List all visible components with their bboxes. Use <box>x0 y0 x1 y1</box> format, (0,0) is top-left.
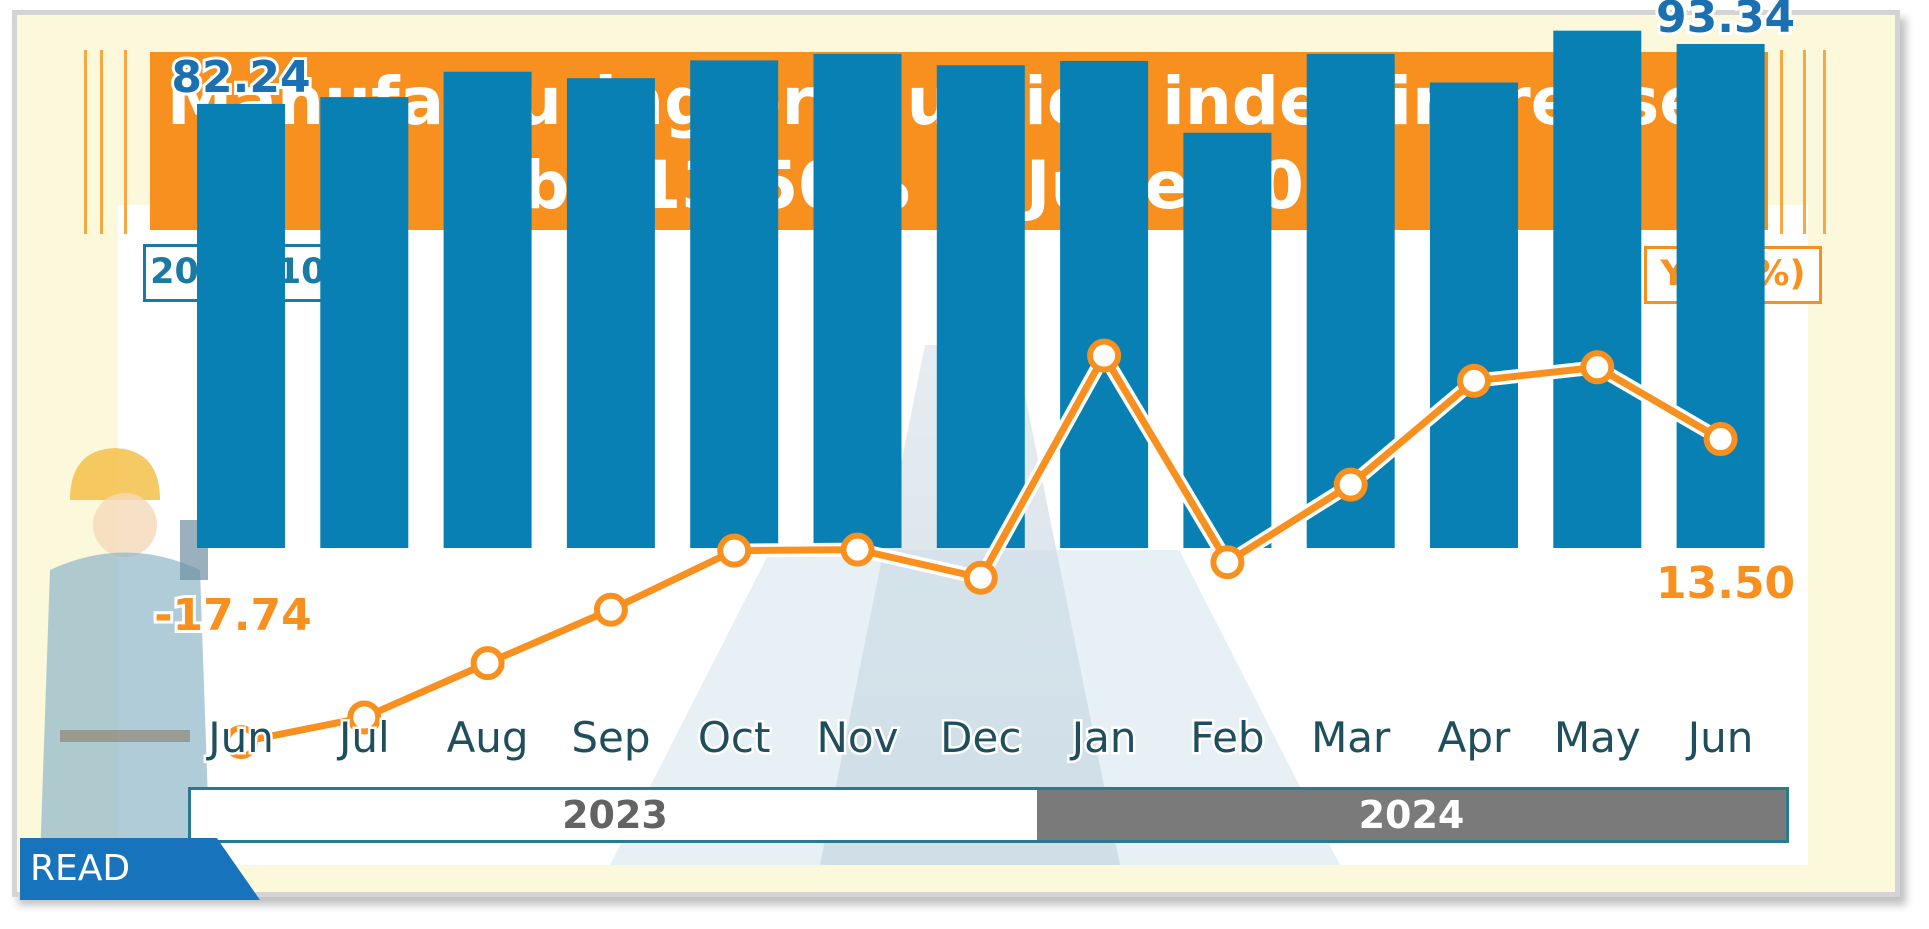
decor-stripe <box>1823 50 1826 234</box>
last-index-label: 93.34 <box>1656 0 1795 43</box>
yoy-point <box>963 560 998 595</box>
month-tick-label: Apr <box>1438 713 1511 762</box>
read-label[interactable]: READ <box>30 848 131 889</box>
first-index-label: 82.24 <box>171 52 310 103</box>
bar <box>1676 43 1765 549</box>
month-tick-label: Jun <box>1685 713 1754 762</box>
month-tick-label: Jun <box>205 713 274 762</box>
yoy-point <box>1210 545 1245 580</box>
bar <box>690 60 779 548</box>
bar <box>1430 82 1518 549</box>
bar <box>1060 60 1149 549</box>
month-tick-label: Jul <box>336 713 390 762</box>
bar <box>813 53 902 549</box>
decor-stripe <box>100 50 103 234</box>
decor-stripe <box>1780 50 1783 234</box>
year-band-2023: 2023 <box>188 787 1042 843</box>
bar <box>443 71 532 548</box>
month-tick-label: Nov <box>817 713 899 762</box>
bar <box>1553 30 1642 549</box>
yoy-point <box>224 725 258 760</box>
month-tick-label: Aug <box>447 713 529 762</box>
bar <box>566 78 655 548</box>
decor-stripe <box>124 50 127 234</box>
yoy-point <box>1580 350 1615 385</box>
yoy-point <box>840 532 875 567</box>
year-band-2024: 2024 <box>1037 787 1789 843</box>
first-yoy-label: -17.74 <box>154 590 311 641</box>
yoy-point <box>593 592 628 627</box>
last-yoy-label: 13.50 <box>1656 558 1795 609</box>
read-tag[interactable] <box>20 838 260 900</box>
decor-stripe <box>84 50 87 234</box>
month-tick-label: Feb <box>1190 713 1264 762</box>
bar <box>320 97 409 548</box>
yoy-point <box>717 533 752 568</box>
yoy-point <box>1087 338 1122 373</box>
month-tick-label: Sep <box>571 713 650 762</box>
month-tick-label: Oct <box>698 713 771 762</box>
bar <box>936 65 1025 549</box>
month-tick-label: Jan <box>1069 713 1137 762</box>
month-tick-label: May <box>1554 713 1641 762</box>
yoy-point <box>1703 422 1738 457</box>
month-tick-label: Dec <box>940 713 1021 762</box>
month-tick-label: Mar <box>1311 713 1391 762</box>
bar <box>1183 132 1272 549</box>
bar <box>197 103 285 549</box>
decor-stripe <box>1803 50 1806 234</box>
worker-illustration <box>40 448 210 860</box>
yoy-point <box>347 700 382 735</box>
yoy-point <box>1333 467 1368 502</box>
yoy-point <box>470 646 505 681</box>
yoy-point <box>1457 363 1491 398</box>
